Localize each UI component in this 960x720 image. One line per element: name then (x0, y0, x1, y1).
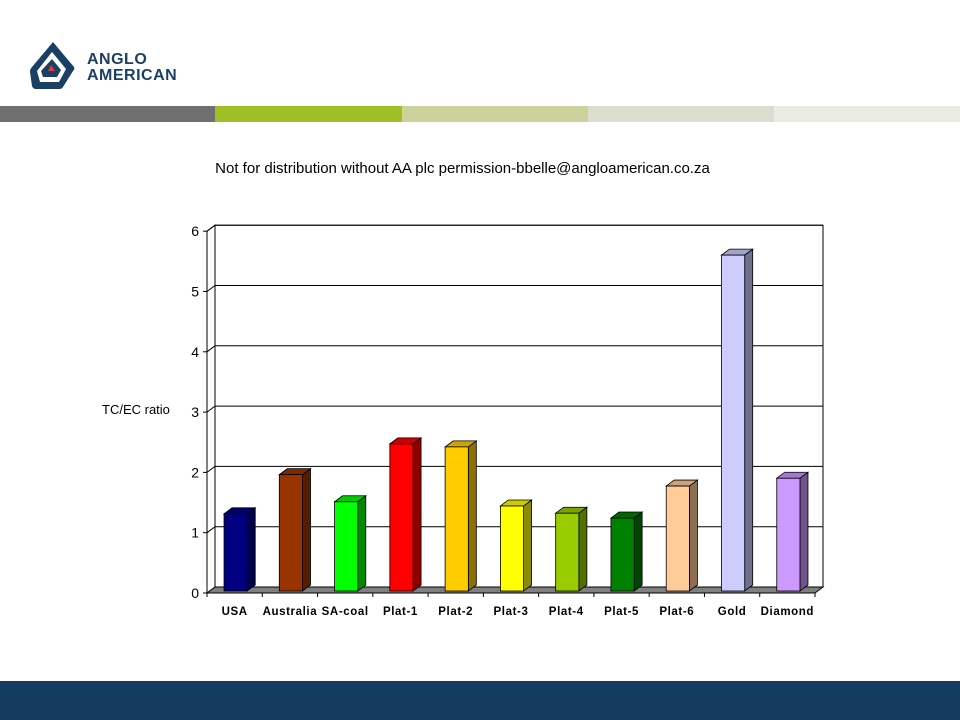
footer-bar (0, 681, 960, 720)
bar-side (799, 471, 809, 592)
brand-wordmark: ANGLO AMERICAN (87, 52, 177, 84)
gridline (206, 465, 823, 473)
x-tick-label: Australia (263, 606, 318, 618)
y-tick-label: 4 (191, 344, 199, 360)
x-tick-label: Plat-5 (604, 606, 639, 618)
gridline (206, 224, 823, 232)
stripe-segment (774, 106, 960, 122)
x-tick-label: Diamond (761, 606, 814, 618)
bar-side (302, 467, 311, 592)
bar-side (578, 506, 588, 592)
bar-side (633, 511, 643, 592)
x-tick-label: Gold (718, 606, 747, 618)
x-tick-label: Plat-2 (438, 606, 473, 618)
brand-line-2: AMERICAN (87, 67, 178, 84)
bar (610, 517, 635, 592)
y-axis-label: TC/EC ratio (102, 402, 170, 417)
stripe-segment (402, 106, 588, 122)
bar-side (744, 248, 754, 592)
x-tick-label: USA (222, 606, 248, 618)
bar (555, 512, 580, 592)
bar (776, 477, 801, 592)
bar (721, 254, 746, 592)
y-tick-label: 3 (191, 404, 199, 420)
bar (444, 446, 469, 592)
bar (389, 443, 414, 592)
brand-line-1: ANGLO (87, 51, 148, 68)
bar-side (246, 507, 256, 592)
x-tick-label: Plat-1 (383, 606, 418, 618)
bar (278, 474, 303, 592)
x-tick-label: SA-coal (322, 606, 369, 618)
gridline (206, 285, 823, 292)
bar (334, 501, 359, 592)
x-tick-label: Plat-4 (549, 606, 584, 618)
bar-side (412, 437, 422, 592)
chart-title: Not for distribution without AA plc perm… (215, 160, 710, 177)
bar (499, 505, 525, 592)
bar-side (467, 440, 477, 592)
stripe-segment (588, 106, 774, 122)
bar-side (523, 499, 533, 592)
y-tick-label: 2 (191, 464, 199, 480)
y-tick-label: 6 (191, 223, 199, 239)
y-tick-label: 5 (191, 284, 199, 300)
stripe-segment (215, 106, 402, 122)
y-tick-label: 0 (191, 585, 199, 601)
gridline (206, 405, 823, 413)
bar (223, 513, 248, 592)
stripe-segment (0, 106, 215, 122)
x-tick-label: Plat-3 (494, 606, 529, 618)
gridline (206, 345, 823, 353)
y-tick-label: 1 (191, 525, 199, 541)
bar-side (357, 494, 367, 592)
anglo-american-logo-icon (30, 42, 75, 89)
bar (665, 485, 690, 592)
bar-side (689, 479, 698, 592)
x-tick-label: Plat-6 (659, 606, 694, 618)
